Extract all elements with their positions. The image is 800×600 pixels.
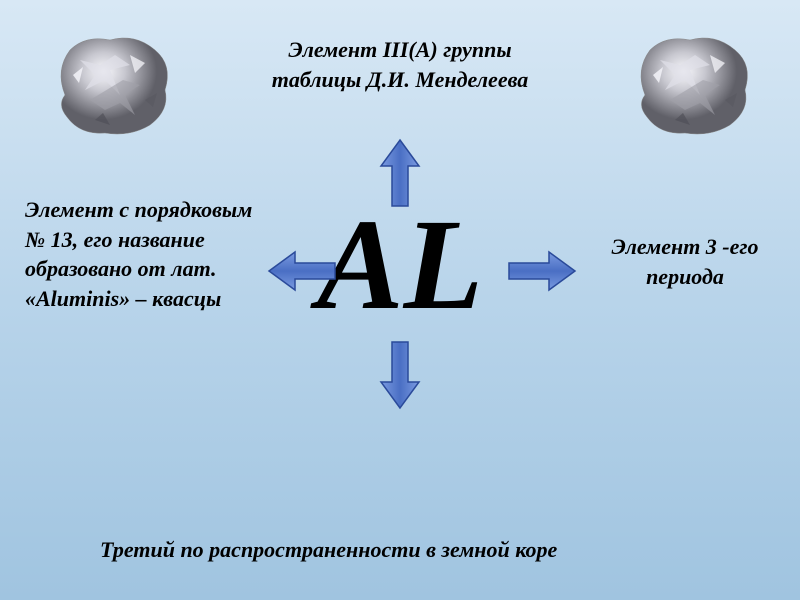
element-symbol: AL [317,200,483,330]
arrow-right-icon [507,250,577,292]
aluminum-foil-image-right [615,25,765,145]
fact-top: Элемент III(А) группы таблицы Д.И. Менде… [250,35,550,94]
arrow-left-icon [267,250,337,292]
fact-left: Элемент с порядковым № 13, его название … [25,195,270,314]
fact-bottom: Третий по распространенности в земной ко… [100,535,700,565]
arrow-up-icon [379,138,421,208]
arrow-down-icon [379,340,421,410]
fact-right: Элемент 3 -его периода [610,232,760,291]
aluminum-foil-image-left [35,25,185,145]
